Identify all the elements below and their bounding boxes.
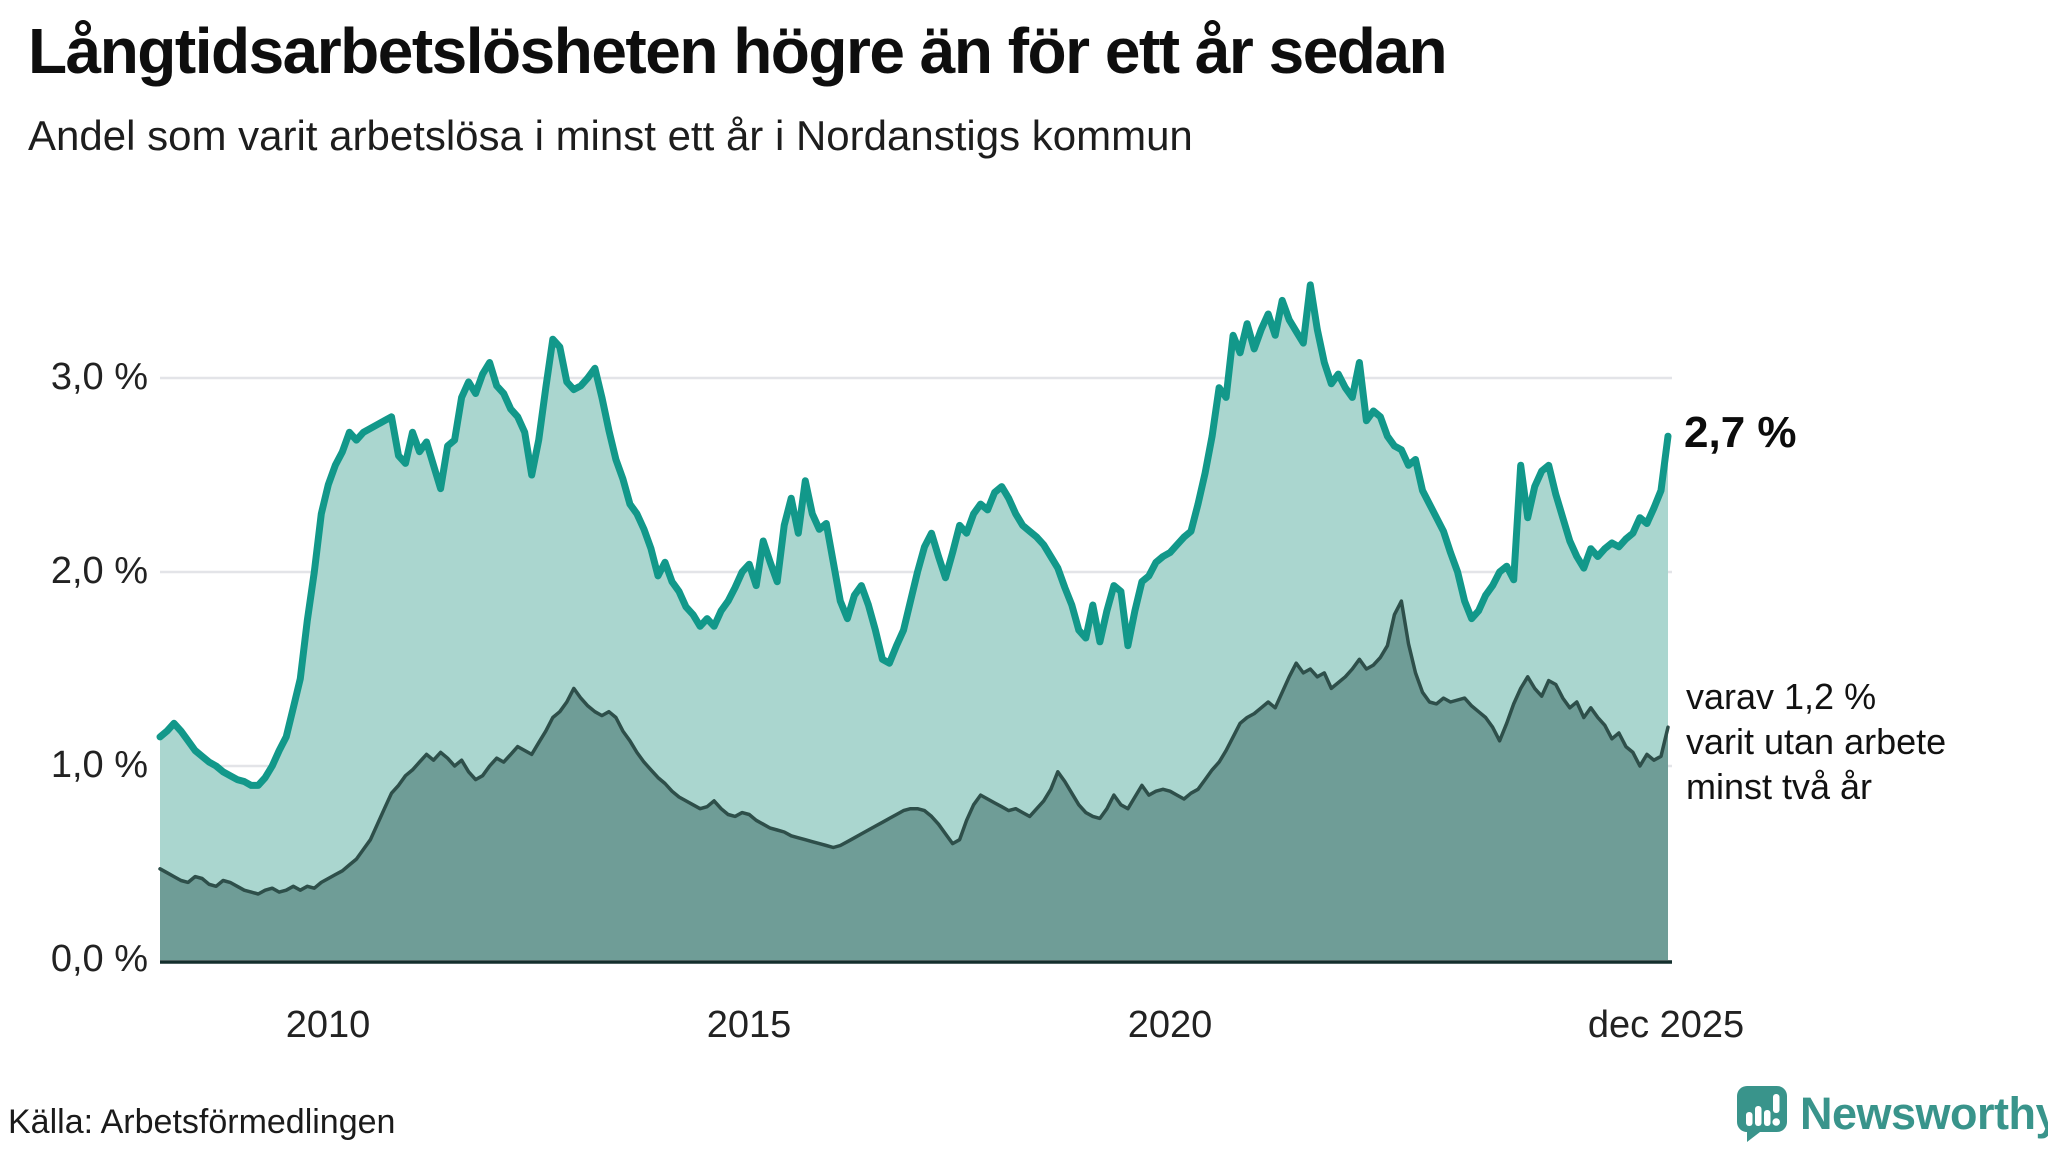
x-tick-2015: 2015 [706, 1004, 792, 1046]
page-subtitle: Andel som varit arbetslösa i minst ett å… [28, 112, 1193, 159]
latest-value-label: 2,7 % [1684, 408, 1797, 457]
newsworthy-logo: Newsworthy [1736, 1084, 2048, 1144]
line-unemployed-one-year [156, 281, 1672, 789]
y-tick-0: 0,0 % [50, 938, 148, 980]
two-year-annotation-line1: varav 1,2 % [1686, 676, 1877, 717]
y-tick-2: 2,0 % [50, 550, 148, 592]
two-year-annotation-line2: varit utan arbete [1686, 721, 1947, 762]
x-tick-2010: 2010 [285, 1004, 371, 1046]
area-unemployed-two-years [160, 601, 1668, 960]
newsworthy-icon [1737, 1086, 1787, 1142]
y-tick-3: 3,0 % [50, 356, 148, 398]
line-unemployed-two-years [158, 599, 1670, 896]
newsworthy-wordmark: Newsworthy [1800, 1088, 2048, 1139]
y-tick-1: 1,0 % [50, 744, 148, 786]
source-note: Källa: Arbetsförmedlingen [8, 1103, 396, 1141]
two-year-annotation-line3: minst två år [1686, 766, 1873, 807]
x-tick-2020: 2020 [1127, 1004, 1213, 1046]
two-year-annotation: varav 1,2 % varit utan arbete minst två … [1686, 674, 1946, 809]
page-title: Långtidsarbetslösheten högre än för ett … [28, 15, 1448, 87]
x-tick-dec-2025: dec 2025 [1587, 1004, 1745, 1046]
